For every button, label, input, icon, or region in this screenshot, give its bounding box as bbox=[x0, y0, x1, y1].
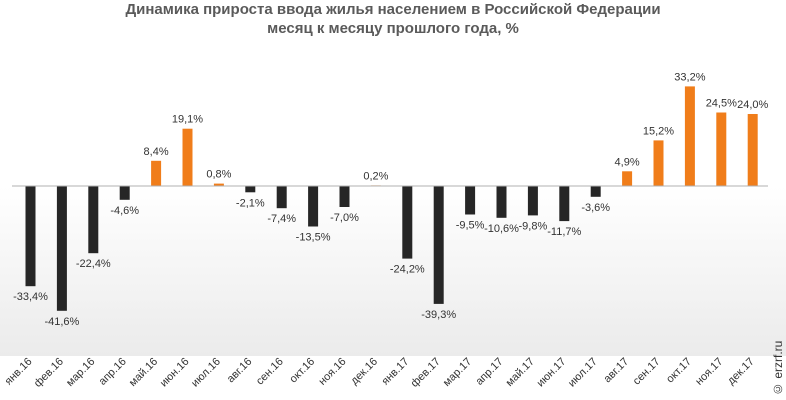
category-tick-label: окт.17 bbox=[664, 356, 694, 386]
value-label: -24,2% bbox=[390, 264, 425, 276]
category-tick-label: апр.16 bbox=[97, 356, 129, 388]
bar-май.16 bbox=[151, 160, 162, 186]
category-tick-label: июл.16 bbox=[189, 356, 223, 390]
bar-окт.16 bbox=[308, 186, 319, 227]
bar-сен.16 bbox=[276, 186, 287, 209]
chart-subtitle: месяц к месяцу прошлого года, % bbox=[267, 20, 519, 37]
value-label: 24,0% bbox=[737, 99, 768, 111]
value-label: -2,1% bbox=[236, 197, 265, 209]
category-tick-label: сен.16 bbox=[254, 356, 286, 388]
bar-янв.17 bbox=[402, 186, 413, 259]
value-label: -7,0% bbox=[330, 212, 359, 224]
bar-дек.17 bbox=[747, 114, 758, 186]
bar-янв.16 bbox=[25, 186, 36, 287]
category-tick-label: фев.17 bbox=[409, 356, 443, 390]
value-label: -9,5% bbox=[456, 220, 485, 232]
category-tick-label: ноя.17 bbox=[693, 356, 725, 388]
value-label: -4,6% bbox=[110, 205, 139, 217]
category-tick-label: авг.17 bbox=[602, 356, 632, 386]
bar-сен.17 bbox=[653, 140, 664, 186]
bar-мар.17 bbox=[465, 186, 476, 215]
chart-title: Динамика прироста ввода жилья населением… bbox=[125, 1, 661, 18]
category-tick-label: янв.17 bbox=[379, 356, 411, 388]
value-label: -39,3% bbox=[421, 309, 456, 321]
bar-июл.17 bbox=[590, 186, 601, 197]
category-tick-label: авг.16 bbox=[225, 356, 255, 386]
category-tick-label: дек.16 bbox=[348, 356, 380, 388]
category-tick-label: апр.17 bbox=[473, 356, 505, 388]
value-label: 0,8% bbox=[206, 169, 231, 181]
bar-май.17 bbox=[527, 186, 538, 216]
bar-июн.17 bbox=[559, 186, 570, 222]
bar-фев.16 bbox=[56, 186, 67, 311]
value-label: -9,8% bbox=[519, 220, 548, 232]
category-tick-label: июн.17 bbox=[535, 356, 569, 390]
value-label: 24,5% bbox=[706, 98, 737, 110]
watermark: © erzrf.ru bbox=[771, 340, 785, 396]
value-label: -10,6% bbox=[484, 223, 519, 235]
value-label: -7,4% bbox=[267, 213, 296, 225]
bar-апр.16 bbox=[119, 186, 130, 200]
value-label: -41,6% bbox=[44, 316, 79, 328]
category-tick-label: июн.16 bbox=[158, 356, 192, 390]
bar-авг.17 bbox=[622, 171, 633, 186]
bar-июл.16 bbox=[213, 183, 224, 186]
category-tick-label: мар.17 bbox=[441, 356, 474, 389]
value-label: 19,1% bbox=[172, 114, 203, 126]
bar-фев.17 bbox=[433, 186, 444, 304]
value-label: 15,2% bbox=[643, 125, 674, 137]
value-label: 33,2% bbox=[674, 71, 705, 83]
category-tick-label: янв.16 bbox=[3, 356, 35, 388]
value-label: -3,6% bbox=[581, 202, 610, 214]
bar-мар.16 bbox=[88, 186, 99, 254]
category-tick-label: июл.17 bbox=[566, 356, 600, 390]
category-tick-label: май.17 bbox=[504, 356, 537, 389]
category-tick-label: май.16 bbox=[127, 356, 160, 389]
value-label: -33,4% bbox=[13, 291, 48, 303]
bar-окт.17 bbox=[684, 86, 695, 186]
bar-апр.17 bbox=[496, 186, 507, 218]
value-label: 0,2% bbox=[363, 170, 388, 182]
category-tick-label: ноя.16 bbox=[316, 356, 348, 388]
value-label: 4,9% bbox=[615, 156, 640, 168]
category-tick-label: фев.16 bbox=[32, 356, 66, 390]
bar-июн.16 bbox=[182, 128, 193, 186]
value-label: -11,7% bbox=[547, 226, 581, 238]
category-tick-label: сен.17 bbox=[631, 356, 663, 388]
bar-авг.16 bbox=[245, 186, 256, 193]
bar-ноя.16 bbox=[339, 186, 350, 207]
category-tick-label: мар.16 bbox=[64, 356, 97, 389]
value-label: -22,4% bbox=[76, 258, 111, 270]
plot-background bbox=[0, 186, 786, 356]
bar-ноя.17 bbox=[716, 112, 727, 186]
category-tick-label: дек.17 bbox=[725, 356, 757, 388]
value-label: -13,5% bbox=[296, 232, 331, 244]
value-label: 8,4% bbox=[144, 146, 169, 158]
category-tick-label: окт.16 bbox=[287, 356, 317, 386]
